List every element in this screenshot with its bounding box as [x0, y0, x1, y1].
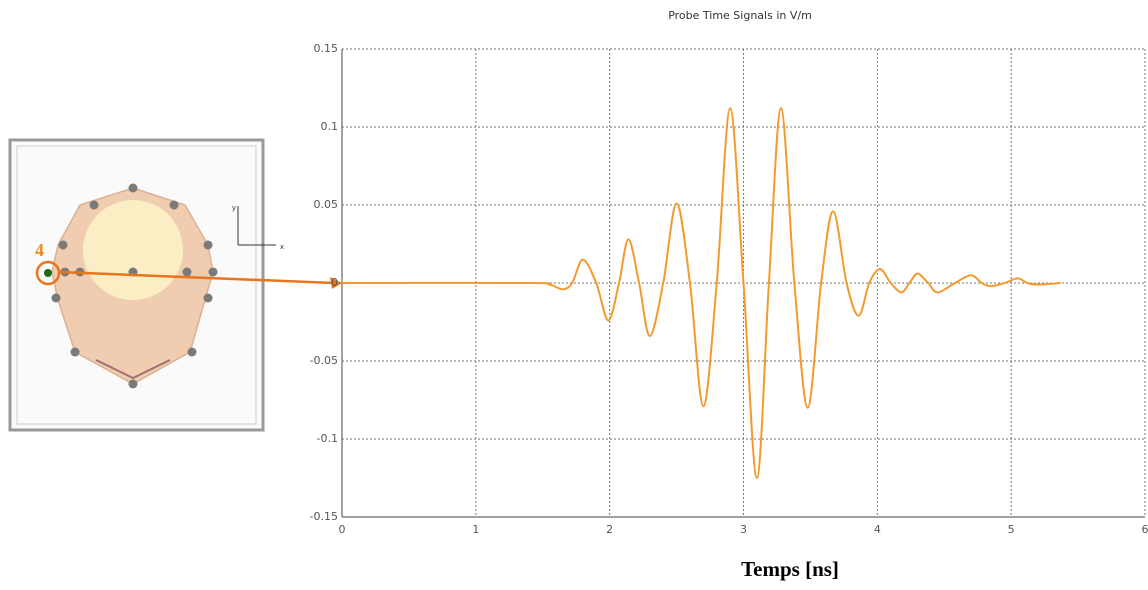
- chart-title: Probe Time Signals in V/m: [668, 9, 812, 22]
- head-model: y x 4: [10, 140, 342, 430]
- y-tick-label: 0.1: [321, 120, 339, 133]
- axis-glyph-label: x: [280, 243, 284, 251]
- x-tick-label: 2: [606, 523, 613, 536]
- y-tick-label: -0.05: [310, 354, 338, 367]
- x-tick-label: 6: [1142, 523, 1148, 536]
- y-tick-label: -0.1: [317, 432, 338, 445]
- x-axis-label: Temps [ns]: [741, 557, 839, 581]
- x-tick-label: 0: [339, 523, 346, 536]
- x-tick-label: 3: [740, 523, 747, 536]
- y-tick-label: 0.15: [314, 42, 339, 55]
- probe-label: 4: [35, 240, 44, 260]
- y-tick-label: 0: [331, 276, 338, 289]
- head-core: [83, 200, 183, 300]
- x-tick-label: 5: [1008, 523, 1015, 536]
- plot-area: -0.15 -0.1 -0.05 0 0.05 0.1 0.15 0 1 2 3 4 5 6: [310, 42, 1148, 536]
- signal-line: [342, 108, 1061, 478]
- probe-point: [44, 269, 52, 277]
- axis-glyph-label: y: [232, 204, 236, 212]
- x-tick-label: 1: [472, 523, 479, 536]
- y-tick-label: 0.05: [314, 198, 339, 211]
- x-tick-label: 4: [874, 523, 881, 536]
- y-tick-label: -0.15: [310, 510, 338, 523]
